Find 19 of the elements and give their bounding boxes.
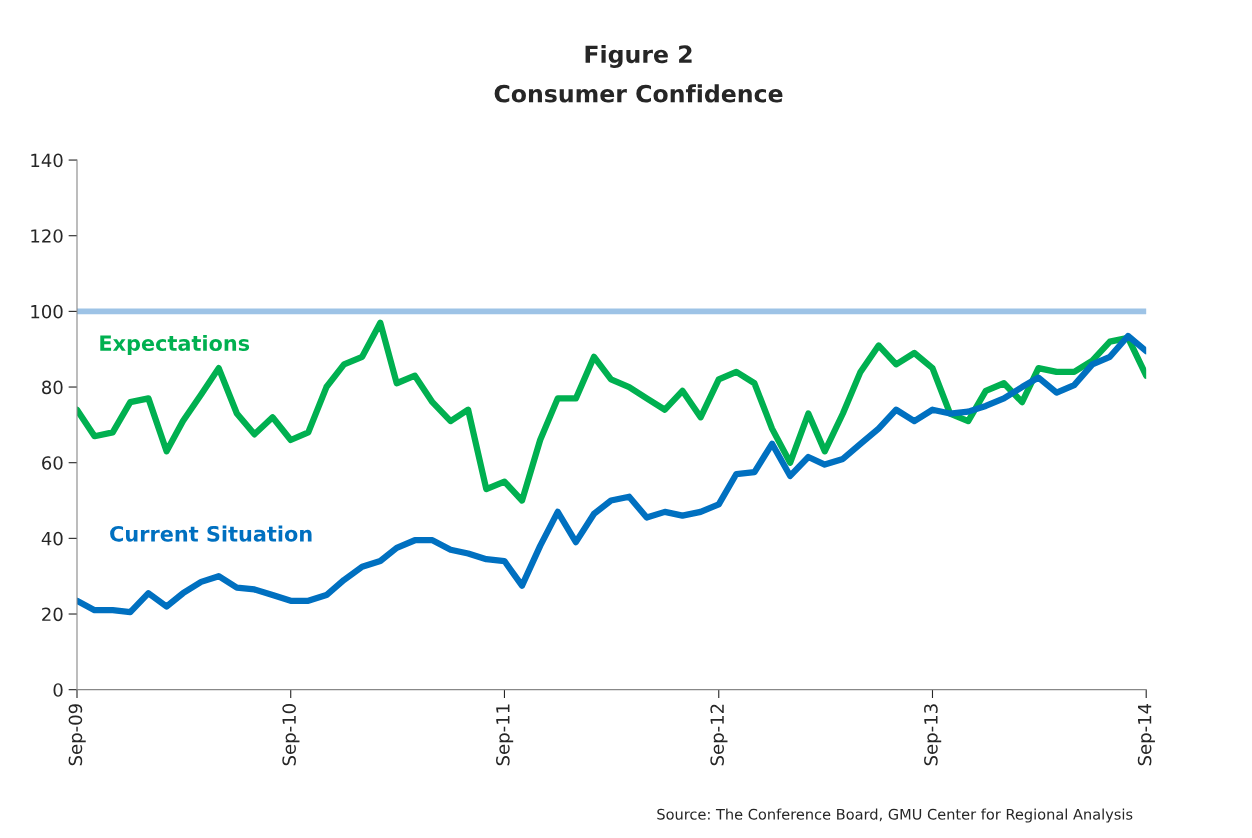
x-tick-label: Sep-11 bbox=[496, 704, 514, 766]
y-tick-label: 120 bbox=[31, 229, 63, 243]
x-tick-label: Sep-14 bbox=[1137, 703, 1155, 766]
y-tick-label: 60 bbox=[42, 456, 63, 470]
x-tick-label: Sep-10 bbox=[282, 704, 300, 766]
chart-subtitle: Consumer Confidence bbox=[494, 84, 783, 103]
x-tick-label: Sep-12 bbox=[710, 704, 728, 766]
y-tick-label: 40 bbox=[41, 531, 63, 546]
x-tick-label: Sep-13 bbox=[924, 704, 942, 766]
y-tick-label: 100 bbox=[31, 304, 63, 319]
x-tick-label: Sep-09 bbox=[68, 704, 86, 766]
series-label: Expectations bbox=[100, 334, 250, 356]
y-tick-label: 140 bbox=[31, 153, 63, 168]
y-tick-label: 20 bbox=[42, 607, 63, 622]
chart-title: Figure 2 bbox=[585, 44, 692, 68]
text: Current Situation bbox=[110, 525, 312, 542]
y-tick-label: 80 bbox=[42, 380, 63, 395]
y-tick-label: 0 bbox=[53, 683, 63, 697]
source-note: Source: The Conference Board, GMU Center for Regional Analysis bbox=[657, 808, 1133, 823]
